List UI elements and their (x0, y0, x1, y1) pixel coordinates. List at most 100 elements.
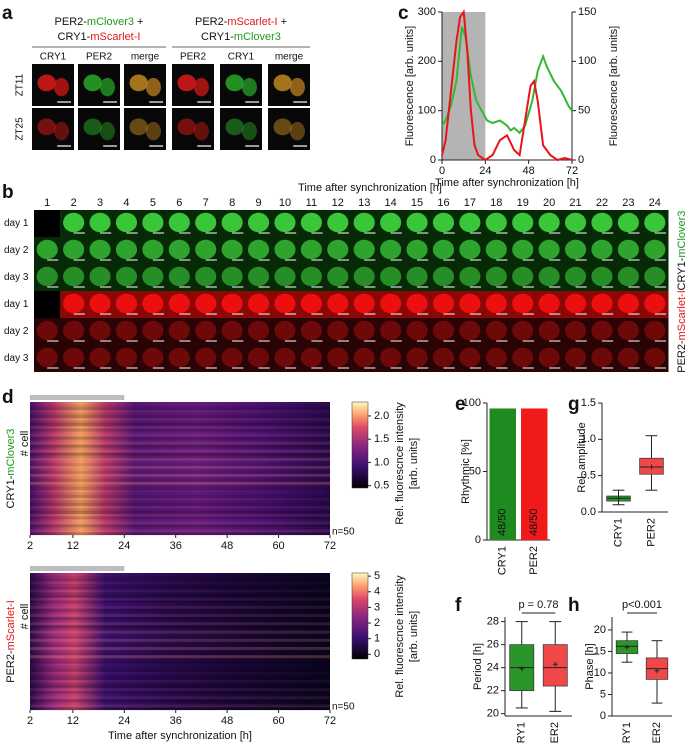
nucleus (142, 293, 164, 314)
column-label: 14 (385, 197, 397, 209)
nucleus (644, 212, 666, 233)
colorbar-label: [arb. units] (408, 611, 420, 662)
nucleus (459, 347, 481, 368)
heatmap-row (30, 655, 330, 659)
nucleus (327, 320, 349, 341)
nucleus (406, 239, 428, 260)
nucleus (432, 239, 455, 260)
nucleus (145, 77, 161, 97)
nucleus (247, 212, 270, 233)
nucleus (617, 293, 639, 314)
heatmap-row (30, 436, 330, 440)
nucleus (274, 266, 296, 287)
nucleus (353, 212, 375, 233)
nucleus (617, 320, 639, 341)
x-tick-label: PER2 (645, 518, 657, 547)
column-label: 20 (543, 197, 555, 209)
x-tick-label: CRY1 (497, 546, 509, 575)
nucleus (289, 121, 305, 141)
header-part: PER2- (55, 16, 88, 28)
heatmap-row (30, 622, 330, 626)
nucleus (89, 320, 111, 341)
nucleus (274, 212, 296, 233)
nucleus (142, 212, 164, 233)
x-tick-label: 24 (118, 715, 130, 727)
header-part: mClover3 (234, 31, 281, 43)
heatmap-row (30, 476, 330, 480)
nucleus (142, 320, 164, 341)
annotation: p<0.001 (622, 599, 662, 611)
heatmap-row (30, 589, 330, 593)
colorbar-tick-label: 0 (374, 648, 380, 660)
header: PER2-mClover3 + (55, 16, 144, 28)
nucleus (538, 212, 560, 233)
nucleus (485, 266, 507, 287)
heatmap-row (30, 636, 330, 640)
nucleus (432, 266, 455, 287)
x-tick-label: PER2 (549, 722, 561, 744)
heatmap-row (30, 417, 330, 421)
column-label: 8 (229, 197, 235, 209)
heatmap-row (30, 704, 330, 708)
header-part: CRY1- (58, 31, 91, 43)
x-tick-label: 72 (566, 165, 578, 177)
heatmap-row (30, 498, 330, 501)
channel-label: CRY1-mClover3 (676, 211, 688, 291)
nucleus (99, 77, 115, 97)
nucleus (617, 212, 639, 233)
nucleus (193, 77, 209, 97)
panel-label: b (2, 182, 14, 203)
heatmap-row (30, 511, 330, 515)
nucleus (327, 293, 349, 314)
nucleus (644, 239, 666, 260)
heatmap-row (30, 677, 330, 681)
header-part: mScarlet-I (90, 31, 140, 43)
nucleus (406, 212, 428, 233)
heatmap-row (30, 441, 330, 445)
heatmap-row (30, 471, 330, 475)
heatmap-row (30, 516, 330, 520)
nucleus (195, 320, 217, 341)
column-label: 13 (358, 197, 370, 209)
row-label: day 3 (4, 353, 29, 364)
nucleus (193, 121, 209, 141)
nucleus (459, 320, 481, 341)
heatmap-row (30, 508, 330, 512)
y-tick-label: 0 (600, 710, 606, 722)
y-tick-label: 300 (418, 6, 436, 18)
nucleus (380, 293, 402, 314)
nucleus (221, 239, 243, 260)
nucleus (129, 118, 148, 136)
data-line (441, 9, 573, 162)
nucleus (89, 293, 111, 314)
channel-label-part: mScarlet-I (676, 290, 688, 340)
heatmap-row (30, 532, 330, 536)
nucleus (644, 347, 666, 368)
colorbar-tick-label: 1.0 (374, 456, 389, 468)
colorbar-tick-label: 1 (374, 633, 380, 645)
row-label: day 1 (4, 218, 29, 229)
nucleus (591, 239, 613, 260)
column-label: 12 (332, 197, 344, 209)
nucleus (247, 293, 270, 314)
heatmap-row (30, 407, 330, 411)
nucleus (274, 239, 296, 260)
micrograph (34, 291, 61, 318)
channel-label-part: PER2- (5, 650, 17, 683)
x-axis-label: Time after synchronization [h] (108, 730, 252, 742)
nucleus (459, 266, 481, 287)
column-label: 24 (649, 197, 661, 209)
y-tick-label: 1.0 (581, 433, 596, 445)
colorbar-tick-label: 1.5 (374, 433, 389, 445)
heatmap-row (30, 702, 330, 705)
colorbar-tick-label: 2 (374, 617, 380, 629)
heatmap-row (30, 630, 330, 634)
nucleus (564, 293, 587, 314)
nucleus (168, 293, 190, 314)
heatmap-row (30, 521, 330, 525)
row-label: day 1 (4, 299, 29, 310)
y-axis-label: Rhythmic [%] (460, 439, 472, 504)
nucleus (353, 320, 375, 341)
nucleus (273, 74, 292, 92)
colorbar-label: [arb. units] (408, 438, 420, 489)
